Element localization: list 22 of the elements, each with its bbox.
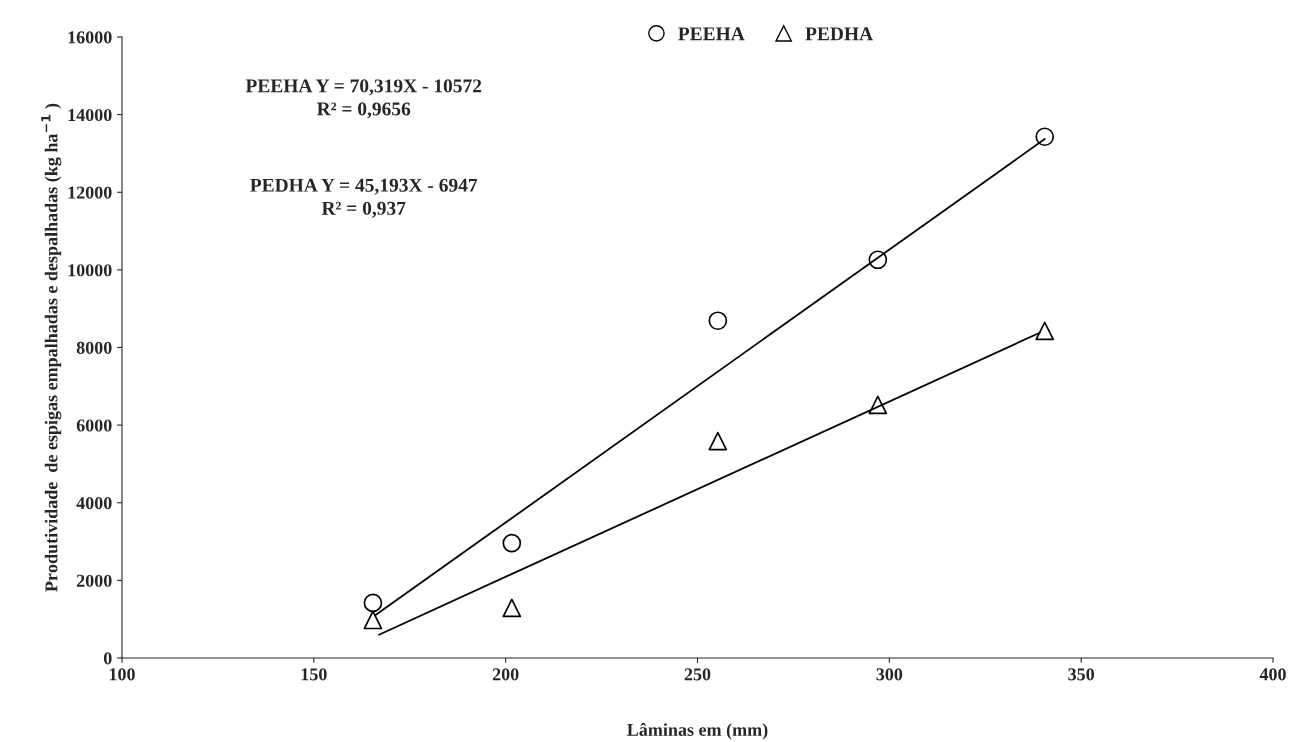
x-axis-title: Lâminas em (mm) [627,722,768,740]
x-tick-label: 100 [109,668,135,681]
x-tick-label: 200 [492,668,519,681]
y-tick-label: 10000 [68,264,112,277]
y-tick-label: 14000 [68,108,112,122]
x-tick-label: 300 [876,668,903,681]
y-tick-label: 2000 [76,574,112,587]
x-tick-label: 400 [1259,668,1286,681]
x-tick-label: 250 [684,668,711,681]
annotation: PEDHA Y = 45,193X - 6947 R² = 0,937 [250,178,478,218]
y-tick-label: 0 [103,652,112,665]
y-tick-label: 16000 [68,31,112,44]
y-tick-label: 8000 [76,341,112,354]
y-tick-label: 4000 [76,497,112,510]
legend-label: PEEHA [678,27,745,41]
y-axis-title: Produtividade de espigas empalhadas e despalhadas (kg ha$^{−1}$ ) [41,103,62,592]
annotation: PEEHA Y = 70,319X - 10572 R² = 0,9656 [245,79,482,119]
y-tick-label: 6000 [76,419,112,432]
x-tick-label: 350 [1068,668,1095,681]
y-tick-label: 12000 [68,186,112,199]
x-tick-label: 150 [301,668,327,681]
legend-label: PEDHA [805,27,873,41]
